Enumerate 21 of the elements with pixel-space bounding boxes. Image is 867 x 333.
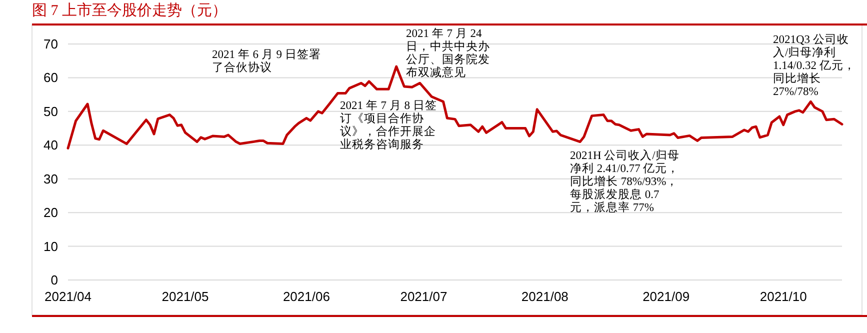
y-tick-label: 60 (44, 70, 58, 86)
annotation: 2021 年 7 月 8 日签订《项目合作协议》，合作开展企业税务咨询服务 (340, 100, 438, 152)
y-tick-label: 30 (44, 171, 58, 186)
y-tick-label: 70 (44, 36, 58, 52)
y-tick-label: 50 (44, 104, 58, 119)
x-tick-label: 2021/05 (162, 289, 209, 304)
y-tick-label: 10 (44, 238, 58, 254)
annotation: 2021H 公司收入/归母净利 2.41/0.77 亿元，同比增长 78%/93%，每股派发股息 0.7 元，派息率 77% (570, 150, 680, 215)
x-tick-label: 2021/04 (44, 289, 92, 304)
y-tick-label: 0 (50, 272, 58, 288)
y-tick-label: 20 (44, 205, 58, 220)
x-tick-label: 2021/07 (400, 289, 448, 304)
x-tick-label: 2021/09 (642, 289, 690, 304)
annotation: 2021Q3 公司收入/归母净利 1.14/0.32 亿元，同比增长 27%/78% (773, 34, 856, 99)
x-tick-label: 2021/10 (760, 289, 807, 304)
chart-title: 图 7 上市至今股价走势（元） (32, 3, 227, 20)
x-tick-label: 2021/08 (521, 289, 568, 304)
y-tick-label: 40 (44, 138, 58, 153)
annotation: 2021 年 7 月 24 日，中共中央办公厅、国务院发布双减意见 (406, 28, 491, 80)
annotation: 2021 年 6 月 9 日签署了合伙协议 (212, 49, 322, 75)
x-tick-label: 2021/06 (282, 289, 330, 304)
